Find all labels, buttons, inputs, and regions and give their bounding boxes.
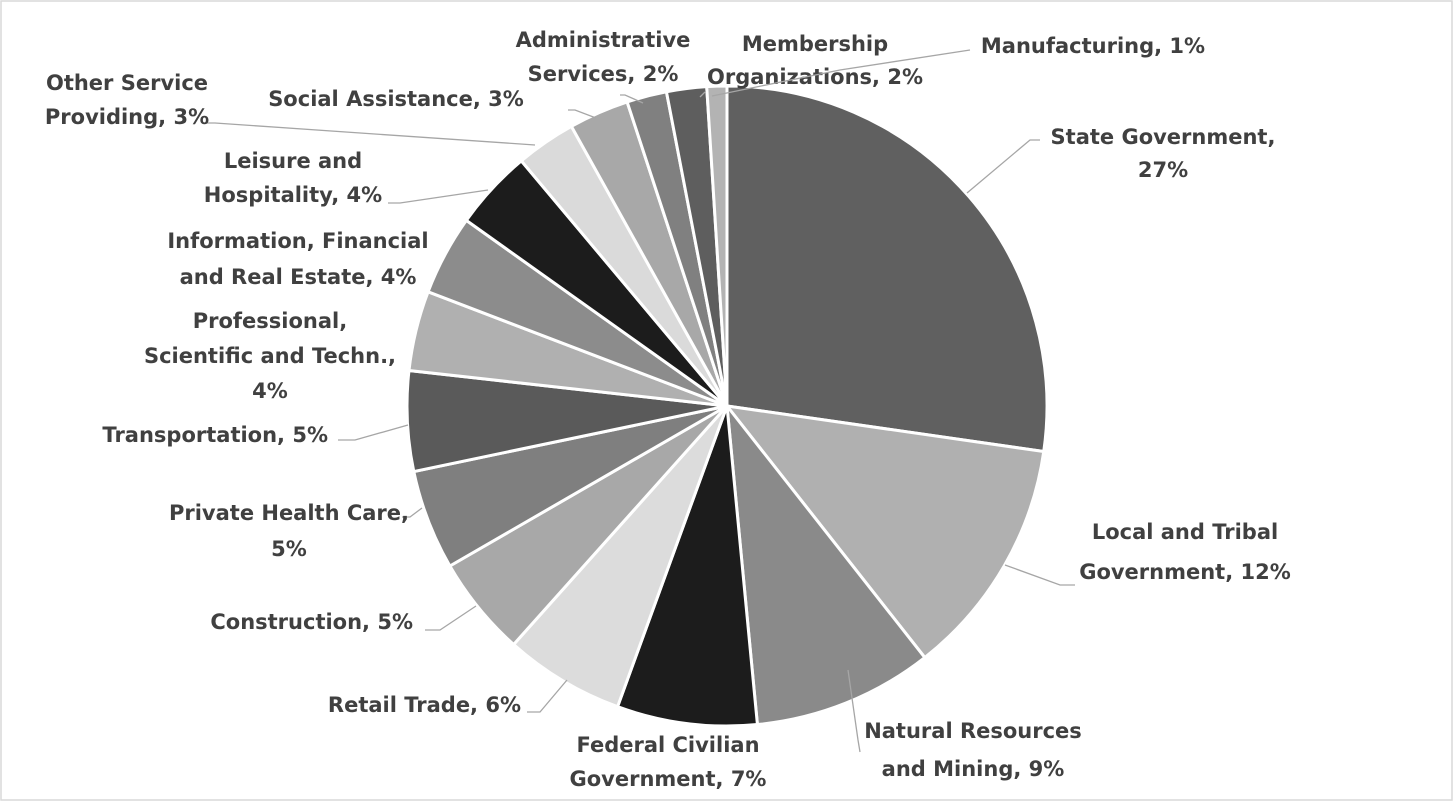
leader-line [425, 605, 477, 631]
data-label: Hospitality, 4% [204, 183, 382, 207]
pie [405, 84, 1049, 728]
data-label: Other Service [46, 71, 208, 95]
data-label: Social Assistance, 3% [268, 87, 524, 111]
data-label: Transportation, 5% [102, 423, 328, 447]
data-label: 4% [252, 379, 288, 403]
data-label: Scientific and Techn., [144, 344, 396, 368]
data-label: Leisure and [224, 149, 362, 173]
pie-slice [723, 403, 1046, 660]
leader-line [388, 189, 489, 204]
data-label: Membership [742, 32, 888, 56]
data-label: Local and Tribal [1092, 520, 1278, 544]
leader-line [338, 424, 409, 441]
data-label: Government, 12% [1079, 560, 1291, 584]
leader-line [1004, 564, 1075, 586]
data-label: Government, 7% [570, 767, 767, 791]
data-label: Natural Resources [864, 719, 1082, 743]
data-label: Information, Financial [167, 229, 428, 253]
data-label: Providing, 3% [45, 105, 209, 129]
data-label: 5% [271, 537, 307, 561]
leader-line [568, 109, 597, 119]
data-label: Retail Trade, 6% [328, 693, 521, 717]
data-label: and Real Estate, 4% [180, 265, 417, 289]
pie-slice [725, 401, 927, 727]
leader-line [966, 139, 1040, 194]
data-label: and Mining, 9% [882, 757, 1065, 781]
data-label: Private Health Care, [169, 501, 409, 525]
pie-slice [725, 84, 1049, 454]
leader-line [699, 91, 706, 98]
data-label: Federal Civilian [576, 733, 759, 757]
leader-line [620, 94, 644, 104]
data-label: Manufacturing, 1% [981, 34, 1205, 58]
leader-line [203, 122, 536, 146]
pie-slice [705, 84, 729, 407]
data-label: Administrative [516, 28, 691, 52]
data-label: Construction, 5% [210, 610, 413, 634]
leader-line [402, 507, 423, 518]
leader-line [847, 669, 861, 753]
leader-line [527, 679, 568, 713]
pie-slice [615, 405, 760, 728]
data-label: Professional, [193, 309, 347, 333]
data-label: 27% [1138, 158, 1188, 182]
data-label: State Government, [1051, 125, 1276, 149]
leader-line [711, 49, 971, 97]
data-label: Services, 2% [528, 62, 679, 86]
pie-slice [511, 404, 729, 709]
data-label: Organizations, 2% [707, 65, 923, 89]
